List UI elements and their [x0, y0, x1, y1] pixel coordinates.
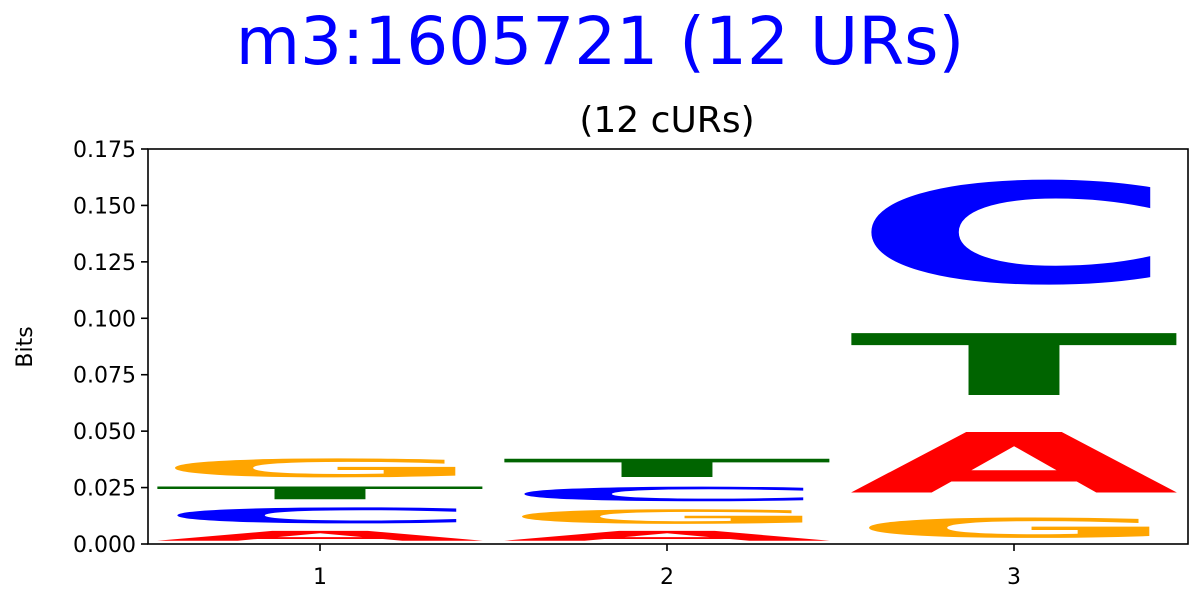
x-axis: 1 2 3 [313, 544, 1021, 590]
logo-letter-a: A [155, 528, 488, 544]
y-tick-label: 0.000 [73, 533, 136, 558]
logo-letter-a: A [502, 528, 835, 544]
logo-letter-g: G [502, 506, 832, 528]
y-tick-label: 0.125 [73, 251, 136, 276]
chart-subtitle: (12 cURs) [579, 100, 754, 141]
y-tick-label: 0.050 [73, 420, 136, 445]
logo-letter-t: T [155, 483, 488, 503]
y-tick-label: 0.175 [73, 138, 136, 163]
logo-letter-c: C [502, 483, 832, 505]
x-tick-label: 1 [313, 565, 327, 590]
y-tick-label: 0.100 [73, 307, 136, 332]
logo-letter-g: G [155, 454, 485, 483]
y-tick-label: 0.075 [73, 364, 136, 389]
chart-title: m3:1605721 (12 URs) [235, 3, 965, 80]
x-tick-label: 3 [1007, 565, 1021, 590]
plot-area [147, 148, 1189, 545]
logo-letter-c: C [849, 154, 1179, 316]
logo-letter-g: G [849, 513, 1179, 544]
logo-letter-c: C [155, 504, 485, 529]
logo-letter-t: T [502, 454, 835, 483]
logo-letter-t: T [849, 316, 1182, 415]
y-tick-label: 0.150 [73, 194, 136, 219]
y-axis-label: Bits [13, 326, 38, 367]
y-axis: 0.000 0.025 0.050 0.075 0.100 0.125 0.150 0.175 [73, 138, 148, 558]
logo-letter-a: A [849, 416, 1182, 512]
x-tick-label: 2 [660, 565, 674, 590]
y-tick-label: 0.025 [73, 477, 136, 502]
